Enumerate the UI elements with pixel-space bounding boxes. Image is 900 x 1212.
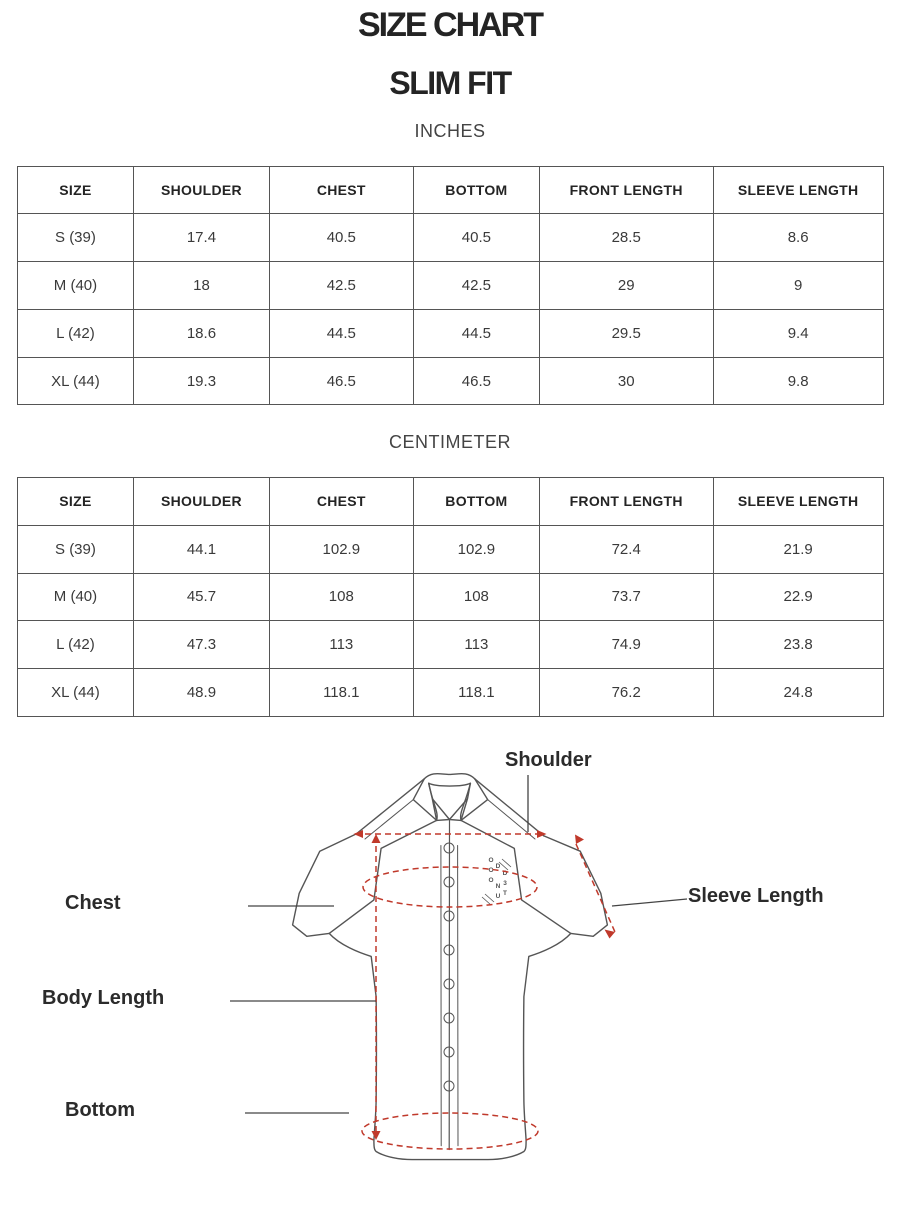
svg-text:N: N bbox=[496, 883, 501, 890]
svg-text:3: 3 bbox=[503, 880, 507, 887]
svg-text:D: D bbox=[496, 863, 501, 870]
svg-text:T: T bbox=[503, 890, 507, 897]
svg-text:O: O bbox=[488, 867, 493, 874]
svg-text:O: O bbox=[488, 857, 493, 864]
svg-text:U: U bbox=[496, 893, 501, 900]
svg-text:O: O bbox=[488, 877, 493, 884]
